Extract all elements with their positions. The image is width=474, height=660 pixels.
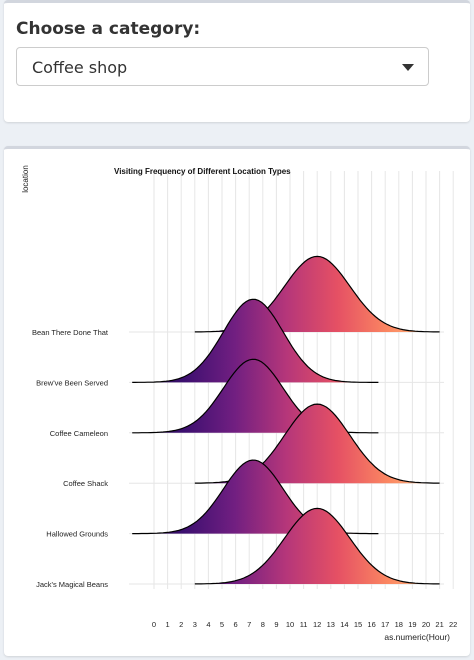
category-dropdown[interactable]: Coffee shop [16, 47, 429, 86]
x-tick-label: 12 [313, 620, 321, 629]
chart-title: Visiting Frequency of Different Location… [114, 167, 291, 176]
x-tick-label: 19 [408, 620, 416, 629]
y-tick-label: Jack's Magical Beans [36, 580, 108, 589]
x-axis-title: as.numeric(Hour) [384, 632, 450, 642]
chevron-down-icon[interactable] [402, 64, 414, 71]
ridge-line [132, 298, 379, 383]
ridge-area [194, 256, 440, 332]
x-tick-label: 2 [179, 620, 183, 629]
category-selected-value: Coffee shop [32, 58, 128, 77]
ridge-area [132, 460, 379, 534]
y-tick-label: Coffee Cameleon [50, 429, 108, 438]
x-tick-label: 10 [286, 620, 294, 629]
x-tick-label: 18 [395, 620, 403, 629]
category-card: Choose a category: Coffee shop [4, 0, 470, 122]
y-tick-label: Coffee Shack [63, 479, 108, 488]
ridge-area [194, 404, 440, 484]
x-tick-label: 16 [367, 620, 375, 629]
ridge-area [132, 359, 379, 433]
x-tick-label: 21 [435, 620, 443, 629]
x-tick-label: 1 [166, 620, 170, 629]
y-tick-label: Hallowed Grounds [46, 530, 108, 539]
plot-card: Bean There Done That Brew've Been Served C… [4, 146, 470, 656]
x-tick-label: 4 [206, 620, 210, 629]
x-tick-label: 11 [300, 620, 308, 629]
x-tick-label: 8 [261, 620, 265, 629]
ridgeline-chart: Bean There Done That Brew've Been Served C… [21, 165, 457, 642]
x-tick-label: 15 [354, 620, 362, 629]
x-tick-label: 3 [193, 620, 197, 629]
x-tick-label: 5 [220, 620, 224, 629]
y-tick-label: Brew've Been Served [36, 378, 108, 387]
x-tick-label: 22 [449, 620, 457, 629]
x-tick-label: 14 [340, 620, 348, 629]
x-tick-label: 6 [234, 620, 238, 629]
x-tick-label: 9 [274, 620, 278, 629]
x-tick-label: 13 [327, 620, 335, 629]
ridge-area [132, 299, 379, 383]
ridge-area [194, 508, 440, 584]
x-tick-label: 7 [247, 620, 251, 629]
x-tick-label: 0 [152, 620, 156, 629]
y-tick-label: Bean There Done That [32, 328, 109, 337]
x-tick-label: 17 [381, 620, 389, 629]
y-axis-title: location [21, 165, 30, 193]
ridge-line [194, 507, 440, 585]
category-label: Choose a category: [16, 19, 201, 39]
x-tick-label: 20 [422, 620, 430, 629]
